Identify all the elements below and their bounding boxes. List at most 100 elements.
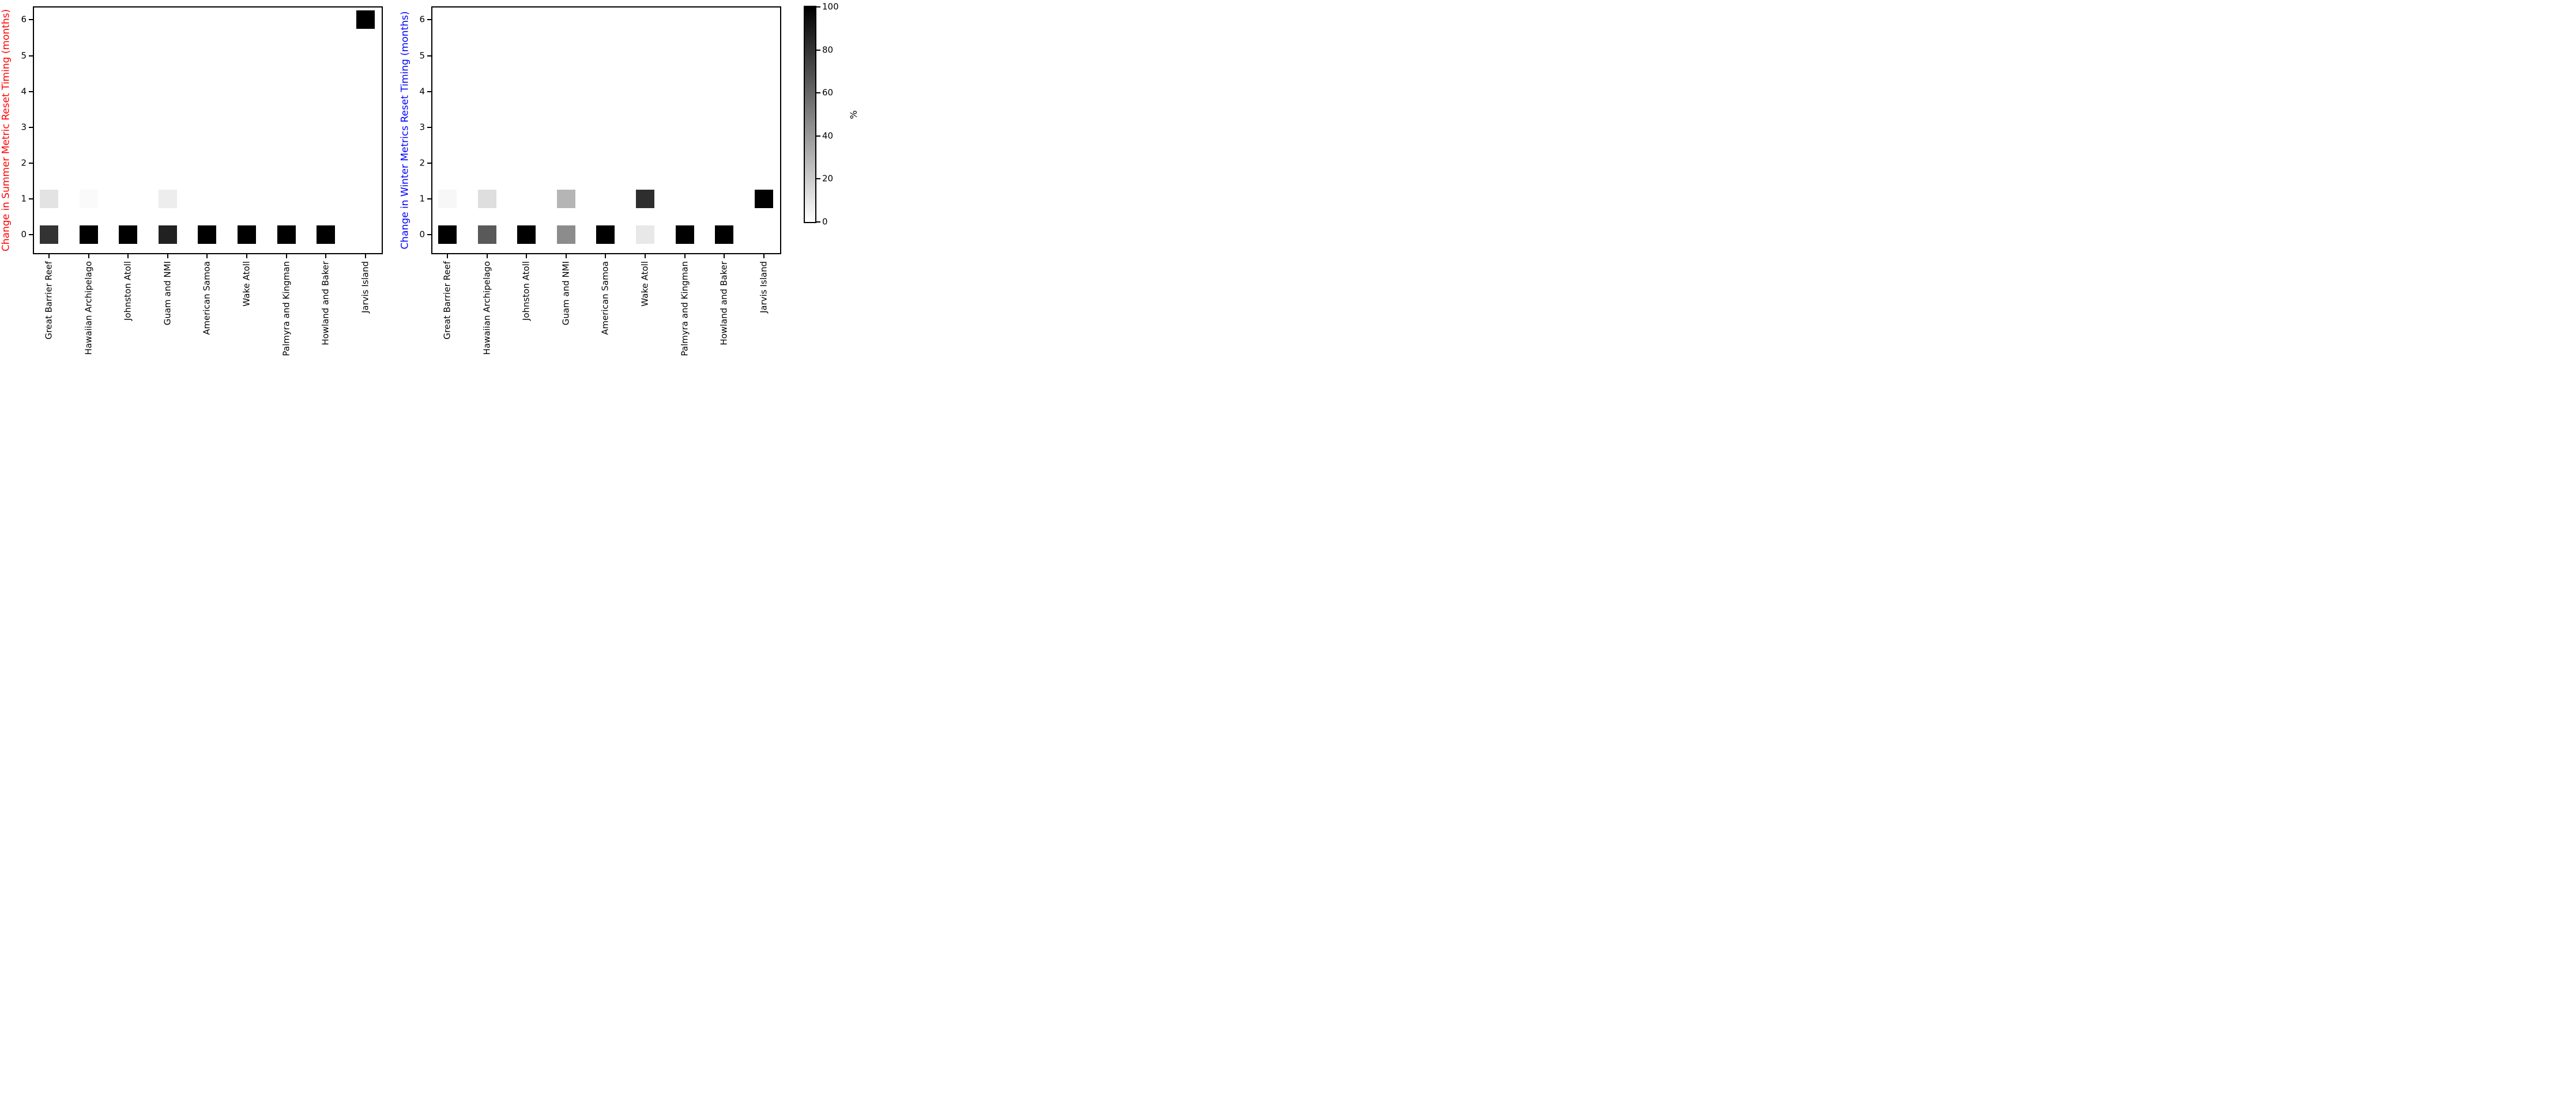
colorbar-tick	[816, 178, 820, 180]
heatmap-cell	[635, 190, 654, 209]
heatmap-cell	[556, 190, 575, 209]
heatmap-cell	[438, 190, 457, 209]
y-tick-label: 1	[419, 193, 425, 204]
x-tick-label: American Samoa	[600, 261, 611, 335]
colorbar-tick	[816, 92, 820, 94]
heatmap-cell	[317, 225, 336, 244]
y-tick-label: 0	[419, 229, 425, 240]
winter-y-axis-label: Change in Winter Metrics Reset Timing (m…	[399, 11, 411, 250]
y-tick	[29, 19, 33, 21]
x-tick-label: Howland and Baker	[718, 261, 729, 345]
y-tick	[29, 126, 33, 128]
y-tick	[427, 198, 431, 200]
x-tick	[127, 254, 129, 258]
y-tick	[29, 198, 33, 200]
y-tick-label: 4	[419, 86, 425, 97]
y-tick	[29, 55, 33, 56]
x-tick	[644, 254, 646, 258]
heatmap-cell	[754, 190, 773, 209]
x-tick	[684, 254, 686, 258]
y-tick-label: 2	[21, 157, 27, 168]
colorbar-tick-label: 100	[822, 1, 839, 12]
heatmap-cell	[356, 10, 375, 29]
summer-y-axis-label: Change in Summer Metric Reset Timing (mo…	[0, 9, 12, 252]
heatmap-cell	[715, 225, 734, 244]
heatmap-cell	[596, 225, 615, 244]
x-tick	[325, 254, 327, 258]
heatmap-cell	[40, 190, 59, 209]
x-tick-label: Johnston Atoll	[521, 261, 532, 321]
x-tick-label: Wake Atoll	[241, 261, 252, 307]
y-tick	[29, 163, 33, 164]
x-tick	[486, 254, 488, 258]
figure: Change in Summer Metric Reset Timing (mo…	[0, 0, 858, 373]
y-tick-label: 3	[419, 122, 425, 133]
x-tick	[88, 254, 89, 258]
x-tick	[724, 254, 725, 258]
colorbar: 100 80 60 40 20 0	[804, 2, 839, 226]
y-tick-label: 3	[21, 122, 27, 133]
heatmap-cell	[477, 225, 496, 244]
x-tick-label: Jarvis Island	[758, 261, 769, 314]
y-tick-label: 5	[419, 50, 425, 61]
y-tick-label: 6	[419, 14, 425, 25]
y-tick-label: 0	[21, 229, 27, 240]
y-tick-label: 4	[21, 86, 27, 97]
heatmap-cell	[635, 225, 654, 244]
y-tick	[29, 91, 33, 92]
y-tick-label: 2	[419, 157, 425, 168]
colorbar-tick-label: 60	[822, 87, 834, 98]
heatmap-cell	[675, 225, 694, 244]
heatmap-cell	[198, 225, 217, 244]
x-tick	[565, 254, 567, 258]
x-tick	[526, 254, 528, 258]
x-tick	[246, 254, 247, 258]
heatmap-cell	[517, 225, 536, 244]
x-tick	[447, 254, 449, 258]
x-tick-label: Hawaiian Archipelago	[481, 261, 492, 355]
x-tick-label: Guam and NMI	[560, 261, 571, 326]
heatmap-cell	[277, 225, 296, 244]
colorbar-tick	[816, 6, 820, 7]
x-tick-label: Johnston Atoll	[122, 261, 133, 321]
heatmap-cell	[237, 225, 256, 244]
x-tick-label: American Samoa	[201, 261, 212, 335]
y-tick	[427, 19, 431, 21]
heatmap-cell	[438, 225, 457, 244]
heatmap-cell	[40, 225, 59, 244]
heatmap-cell	[79, 225, 98, 244]
colorbar-tick-label: 0	[822, 216, 828, 227]
summer-plot-axes: 0 1 2 3 4 5 6 Great Barrier Reef Hawaiian Archip…	[21, 6, 383, 356]
x-tick-label: Guam and NMI	[162, 261, 173, 326]
x-tick-label: Palmyra and Kingman	[281, 261, 292, 356]
heatmap-cell	[158, 225, 177, 244]
colorbar-tick-label: 40	[822, 130, 834, 141]
colorbar-tick	[816, 221, 820, 223]
x-tick	[285, 254, 287, 258]
x-tick	[763, 254, 764, 258]
y-tick	[427, 91, 431, 92]
colorbar-label: %	[848, 110, 858, 119]
heatmap-cell	[477, 190, 496, 209]
heatmap-cell	[79, 190, 98, 209]
y-tick-label: 6	[21, 14, 27, 25]
x-tick-label: Hawaiian Archipelago	[83, 261, 94, 355]
heatmap-cell	[556, 225, 575, 244]
y-tick	[29, 234, 33, 236]
heatmap-cell	[119, 225, 138, 244]
colorbar-tick	[816, 49, 820, 51]
x-tick-label: Great Barrier Reef	[43, 261, 54, 340]
y-tick-label: 5	[21, 50, 27, 61]
x-tick-label: Great Barrier Reef	[442, 261, 453, 340]
x-tick	[167, 254, 168, 258]
colorbar-tick-label: 20	[822, 173, 834, 184]
y-tick	[427, 55, 431, 56]
x-tick-label: Howland and Baker	[320, 261, 331, 345]
winter-plot-axes: 0 1 2 3 4 5 6 Great Barrier Reef Hawaiian Archip…	[419, 6, 781, 356]
x-tick	[206, 254, 208, 258]
y-tick-label: 1	[21, 193, 27, 204]
y-tick	[427, 126, 431, 128]
x-tick	[364, 254, 366, 258]
x-tick-label: Palmyra and Kingman	[679, 261, 690, 356]
colorbar-tick-label: 80	[822, 44, 834, 55]
